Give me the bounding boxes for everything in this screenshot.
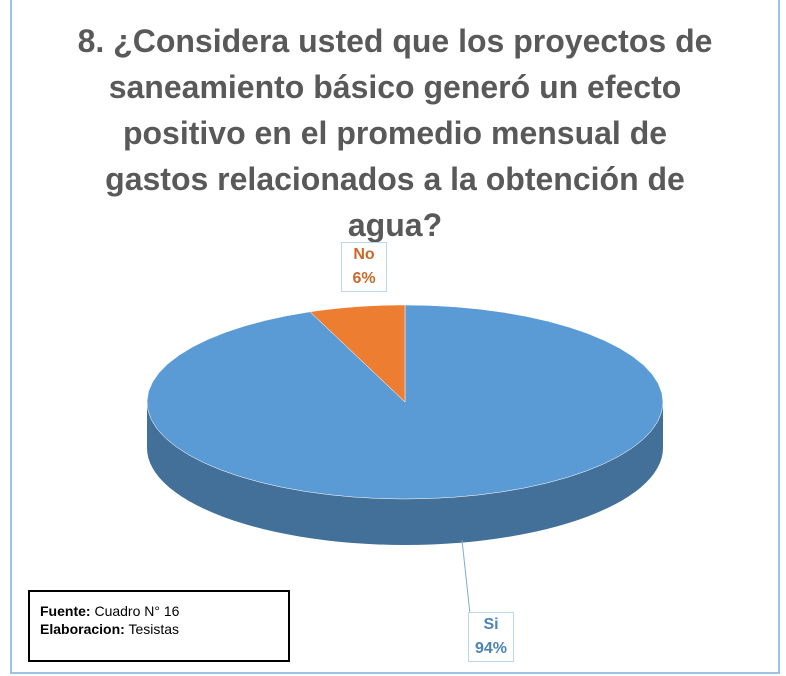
frame: [10, 0, 780, 674]
author-text: Tesistas: [128, 621, 180, 637]
source-text: Cuadro N° 16: [94, 603, 180, 619]
value-label: 6%: [352, 270, 376, 287]
data-label: Si 94%: [468, 612, 514, 662]
chart-title: 8. ¿Considera usted que los proyectos de…: [77, 23, 713, 243]
pie-slice: [309, 304, 406, 403]
data-label: No 6%: [341, 242, 387, 292]
source-label: Fuente:: [40, 603, 91, 619]
source-box: Fuente: Cuadro N° 16 Elaboracion: Tesist…: [28, 590, 290, 662]
leader-line: [461, 539, 471, 615]
pie-side: [147, 402, 663, 545]
category-label: No: [353, 246, 375, 263]
value-label: 94%: [474, 640, 508, 657]
author-label: Elaboracion:: [40, 621, 125, 637]
category-label: Si: [483, 616, 499, 633]
